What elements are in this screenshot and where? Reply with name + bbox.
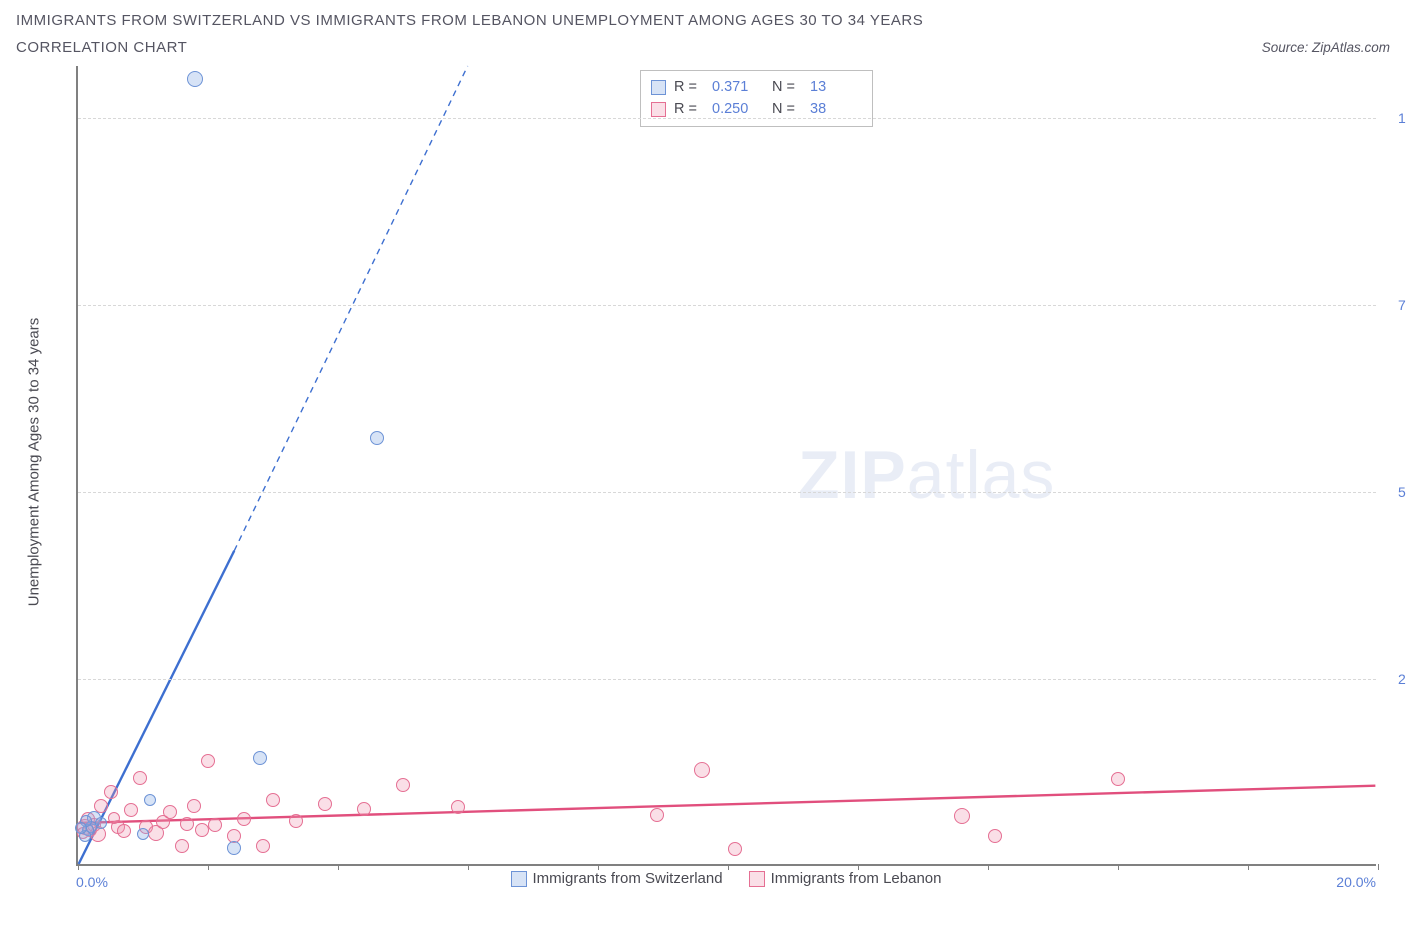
grid-line [78, 492, 1376, 493]
data-point-switzerland [187, 71, 203, 87]
chart-subtitle: CORRELATION CHART [16, 39, 187, 56]
stats-r-switzerland: 0.371 [712, 76, 764, 98]
data-point-lebanon [195, 823, 209, 837]
data-point-lebanon [117, 824, 131, 838]
data-point-switzerland [95, 817, 107, 829]
data-point-lebanon [201, 754, 215, 768]
data-point-lebanon [108, 812, 120, 824]
data-point-lebanon [124, 803, 138, 817]
y-axis-title: Unemployment Among Ages 30 to 34 years [26, 318, 43, 607]
data-point-lebanon [1111, 772, 1125, 786]
data-point-lebanon [208, 818, 222, 832]
x-tick [1378, 864, 1379, 870]
data-point-lebanon [289, 814, 303, 828]
grid-line [78, 118, 1376, 119]
stats-n-switzerland: 13 [810, 76, 862, 98]
y-tick-label: 75.0% [1380, 297, 1406, 313]
swatch-switzerland [651, 80, 666, 95]
y-tick-label: 100.0% [1380, 110, 1406, 126]
swatch-lebanon [651, 102, 666, 117]
data-point-switzerland [370, 431, 384, 445]
data-point-lebanon [163, 805, 177, 819]
trend-line [234, 66, 467, 551]
subtitle-row: CORRELATION CHART Source: ZipAtlas.com [16, 39, 1390, 56]
stats-row-switzerland: R = 0.371 N = 13 [651, 76, 862, 98]
x-max-label: 20.0% [1336, 874, 1376, 890]
stats-r-label: R = [674, 76, 704, 98]
chart-title: IMMIGRANTS FROM SWITZERLAND VS IMMIGRANT… [16, 12, 1390, 29]
grid-line [78, 679, 1376, 680]
x-axis-labels: 0.0% 20.0% [76, 874, 1376, 898]
data-point-lebanon [256, 839, 270, 853]
y-tick-label: 50.0% [1380, 484, 1406, 500]
data-point-lebanon [180, 817, 194, 831]
data-point-switzerland [253, 751, 267, 765]
data-point-lebanon [650, 808, 664, 822]
data-point-lebanon [396, 778, 410, 792]
data-point-switzerland [137, 828, 149, 840]
data-point-switzerland [227, 841, 241, 855]
data-point-lebanon [266, 793, 280, 807]
data-point-switzerland [144, 794, 156, 806]
data-point-lebanon [451, 800, 465, 814]
chart-container: Unemployment Among Ages 30 to 34 years Z… [16, 62, 1390, 904]
data-point-lebanon [175, 839, 189, 853]
x-min-label: 0.0% [76, 874, 108, 890]
data-point-switzerland [75, 822, 87, 834]
data-point-lebanon [133, 771, 147, 785]
data-point-lebanon [237, 812, 251, 826]
y-tick-label: 25.0% [1380, 671, 1406, 687]
trend-lines [78, 66, 1376, 864]
plot-area: ZIPatlas R = 0.371 N = 13 R = 0.250 N = … [76, 66, 1376, 866]
data-point-lebanon [318, 797, 332, 811]
data-point-lebanon [954, 808, 970, 824]
stats-n-label: N = [772, 76, 802, 98]
data-point-lebanon [104, 785, 118, 799]
data-point-lebanon [187, 799, 201, 813]
source-label: Source: ZipAtlas.com [1262, 40, 1390, 55]
data-point-lebanon [988, 829, 1002, 843]
data-point-lebanon [694, 762, 710, 778]
data-point-lebanon [357, 802, 371, 816]
grid-line [78, 305, 1376, 306]
data-point-lebanon [728, 842, 742, 856]
